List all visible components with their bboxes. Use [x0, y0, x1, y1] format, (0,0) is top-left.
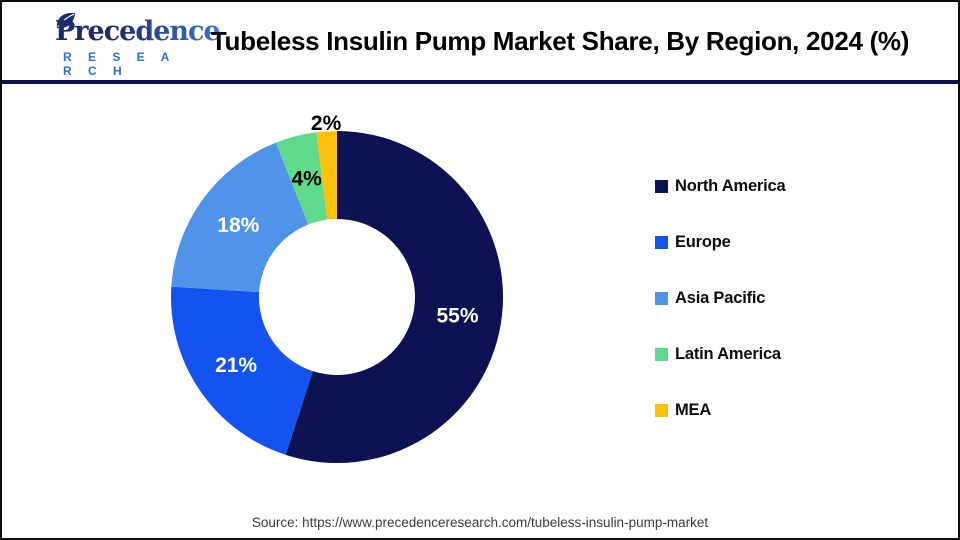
slice-data-label: 55% [436, 305, 478, 328]
slice-data-label: 21% [215, 354, 257, 377]
legend-label: North America [675, 176, 786, 195]
chart-legend: North America Europe Asia Pacific Latin Ame… [655, 176, 786, 456]
legend-item-latin-america: Latin America [655, 344, 785, 364]
legend-swatch [655, 403, 668, 417]
slice-data-label: 18% [217, 214, 259, 237]
slice-data-label: 4% [291, 167, 322, 190]
legend-item-north-america: North America [655, 176, 786, 196]
legend-label: MEA [675, 400, 712, 419]
donut-slice-north-america [285, 131, 503, 464]
legend-label: Europe [675, 232, 731, 251]
legend-item-europe: Europe [655, 232, 785, 252]
legend-item-mea: MEA [655, 400, 785, 420]
legend-swatch [655, 347, 668, 361]
donut-slice-latin-america [275, 132, 328, 225]
legend-swatch [655, 179, 668, 193]
legend-label: Latin America [675, 344, 781, 363]
page-title: Tubeless Insulin Pump Market Share, By R… [210, 25, 910, 56]
donut-slice-europe [170, 286, 313, 455]
precedence-research-logo: Precedence R E S E A R C H [27, 12, 221, 78]
donut-slice-asia-pacific [171, 142, 309, 293]
slice-data-label: 2% [311, 112, 342, 135]
donut-slice-mea [316, 131, 337, 220]
legend-swatch [655, 291, 668, 305]
legend-item-asia-pacific: Asia Pacific [655, 288, 785, 308]
brand-subtitle: R E S E A R C H [63, 50, 176, 78]
legend-swatch [655, 235, 668, 249]
header: Precedence R E S E A R C H Tubeless Insu… [2, 2, 958, 80]
leaf-icon [56, 12, 75, 29]
source-citation: Source: https://www.precedenceresearch.c… [251, 515, 709, 530]
brand-name: Precedence [55, 16, 221, 47]
header-divider [2, 80, 958, 84]
legend-label: Asia Pacific [675, 288, 766, 307]
